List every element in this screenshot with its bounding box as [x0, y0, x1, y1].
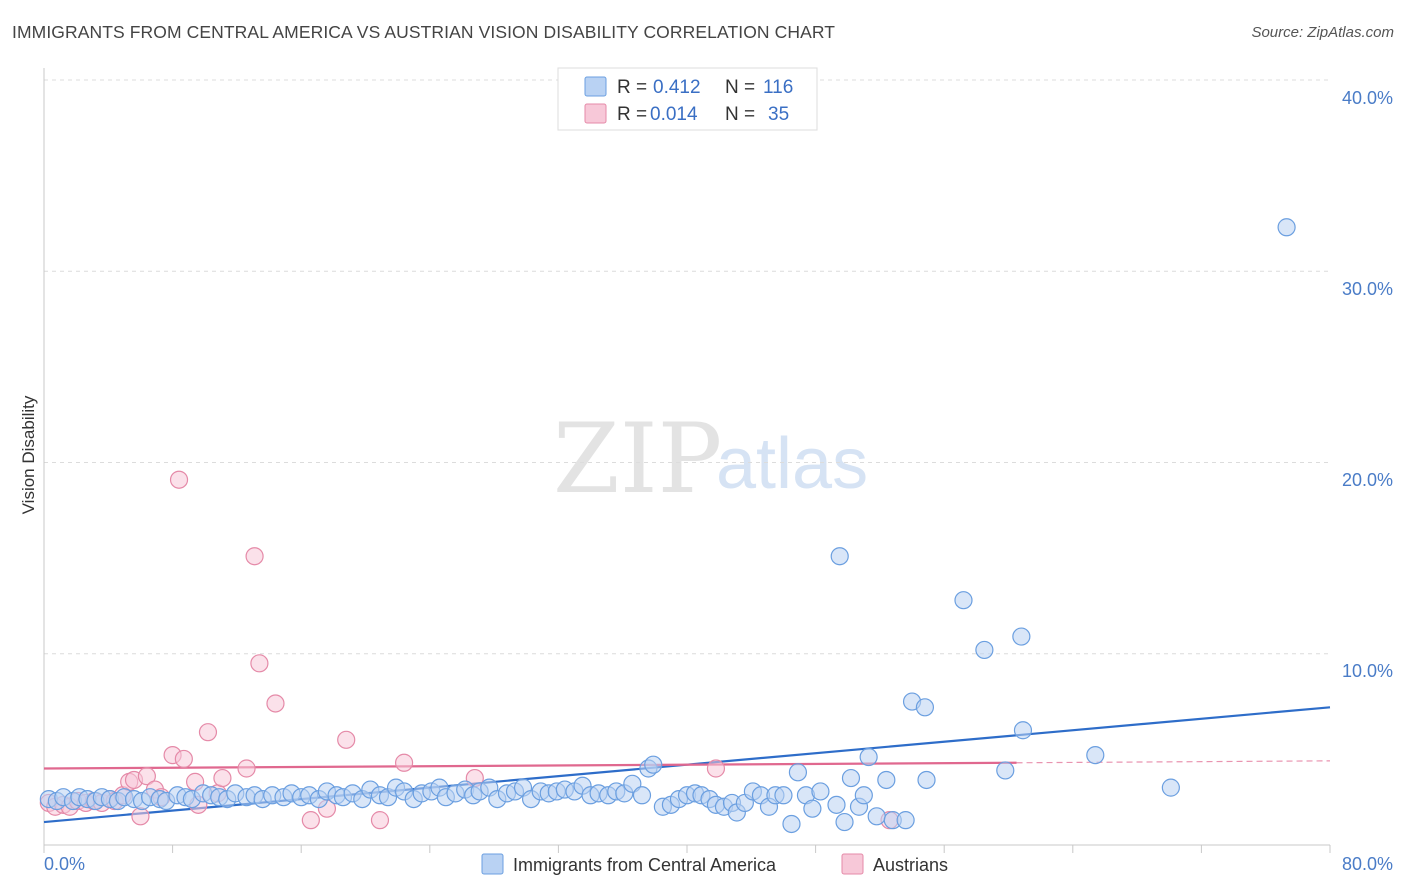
- data-point-series1-24: [213, 768, 232, 788]
- y-tick-label-10: 10.0%: [1342, 661, 1393, 681]
- data-point-series1-35: [706, 759, 726, 778]
- legend-swatch-central-america: [584, 76, 607, 97]
- data-point-series1-27: [250, 654, 269, 673]
- data-point-series0-94: [811, 782, 830, 801]
- series-legend-label-austrians: Austrians: [873, 855, 948, 875]
- data-point-series0-91: [788, 763, 808, 782]
- x-tick-label-min: 0.0%: [44, 854, 85, 874]
- trend-line-1: [43, 761, 1017, 770]
- legend-r-value-austrians: 0.014: [650, 104, 698, 125]
- data-point-series0-114: [996, 761, 1015, 780]
- data-point-series1-19: [174, 749, 193, 769]
- data-point-series0-112: [1013, 721, 1033, 740]
- y-axis-title: Vision Disability: [19, 395, 38, 514]
- trend-lines: [43, 706, 1331, 824]
- series-legend: Immigrants from Central America Austrian…: [481, 853, 948, 875]
- data-point-series0-72: [644, 755, 663, 774]
- x-tick-label-max: 80.0%: [1342, 854, 1393, 874]
- legend-n-value-central-america: 116: [763, 77, 793, 98]
- data-point-series0-93: [803, 799, 822, 818]
- data-point-series0-90: [782, 814, 801, 834]
- data-point-series0-116: [1277, 218, 1296, 237]
- data-point-series1-14: [137, 767, 156, 786]
- watermark-zip: ZIP: [553, 403, 722, 515]
- data-point-series1-29: [301, 811, 320, 830]
- legend-n-label-central-america: N =: [725, 77, 755, 98]
- data-point-series0-106: [917, 770, 936, 790]
- axes: [43, 68, 1331, 853]
- gridlines: [44, 79, 1330, 655]
- data-point-series1-33: [394, 753, 414, 772]
- series-legend-label-central-america: Immigrants from Central America: [513, 855, 777, 875]
- data-point-series1-32: [370, 811, 390, 830]
- data-point-series1-26: [245, 547, 264, 566]
- data-point-series0-95: [827, 795, 846, 814]
- legend-n-value-austrians: 35: [768, 104, 789, 125]
- y-tick-label-30: 30.0%: [1342, 279, 1393, 299]
- series-legend-swatch-central-america: [481, 853, 504, 875]
- watermark: ZIP atlas: [553, 403, 868, 515]
- data-point-series0-96: [835, 812, 854, 832]
- data-point-series1-18: [169, 470, 189, 489]
- data-point-series1-13: [131, 807, 150, 826]
- data-point-series0-105: [830, 547, 849, 566]
- data-point-series0-108: [975, 640, 994, 660]
- data-point-series0-115: [1161, 778, 1180, 797]
- legend-r-label-austrians: R =: [617, 104, 647, 125]
- legend-swatch-austrians: [584, 103, 607, 124]
- data-point-series0-99: [854, 786, 873, 805]
- data-points: [39, 218, 1296, 834]
- data-point-series0-97: [841, 768, 861, 788]
- data-point-series0-113: [1086, 746, 1105, 765]
- chart-title: IMMIGRANTS FROM CENTRAL AMERICA VS AUSTR…: [12, 22, 836, 42]
- correlation-legend: R = 0.412 N = 116 R = 0.014 N = 35: [557, 67, 818, 131]
- data-point-series0-101: [867, 807, 886, 826]
- data-point-series0-70: [632, 786, 652, 805]
- watermark-atlas: atlas: [716, 424, 868, 504]
- chart-source: Source: ZipAtlas.com: [1251, 24, 1394, 41]
- y-tick-label-40: 40.0%: [1342, 88, 1393, 108]
- y-tick-label-20: 20.0%: [1342, 470, 1393, 490]
- data-point-series1-31: [337, 730, 356, 749]
- data-point-series0-100: [859, 747, 878, 767]
- legend-r-value-central-america: 0.412: [653, 77, 701, 98]
- data-point-series0-109: [1012, 627, 1031, 646]
- data-point-series0-104: [896, 811, 915, 830]
- trend-line-extension-1: [1016, 760, 1331, 764]
- data-point-series1-25: [237, 759, 256, 778]
- legend-r-label-central-america: R =: [617, 77, 647, 98]
- data-point-series0-107: [954, 591, 973, 610]
- legend-n-label-austrians: N =: [725, 104, 755, 125]
- data-point-series0-89: [774, 786, 793, 805]
- data-point-series0-102: [877, 770, 896, 790]
- series-legend-swatch-austrians: [841, 853, 864, 875]
- data-point-series1-22: [198, 723, 218, 742]
- data-point-series1-28: [266, 694, 285, 713]
- data-point-series0-111: [915, 698, 935, 717]
